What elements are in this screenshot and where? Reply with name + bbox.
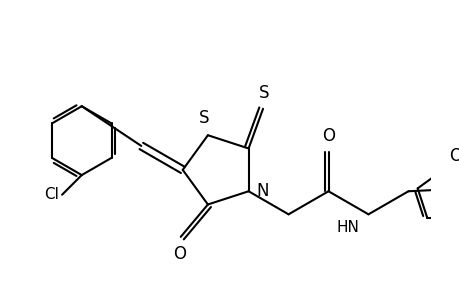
Text: O: O xyxy=(173,245,186,263)
Text: HN: HN xyxy=(336,220,358,235)
Text: N: N xyxy=(256,182,269,200)
Text: O: O xyxy=(448,147,459,165)
Text: Cl: Cl xyxy=(45,187,59,202)
Text: O: O xyxy=(321,127,334,145)
Text: S: S xyxy=(199,109,209,127)
Text: S: S xyxy=(258,83,269,101)
